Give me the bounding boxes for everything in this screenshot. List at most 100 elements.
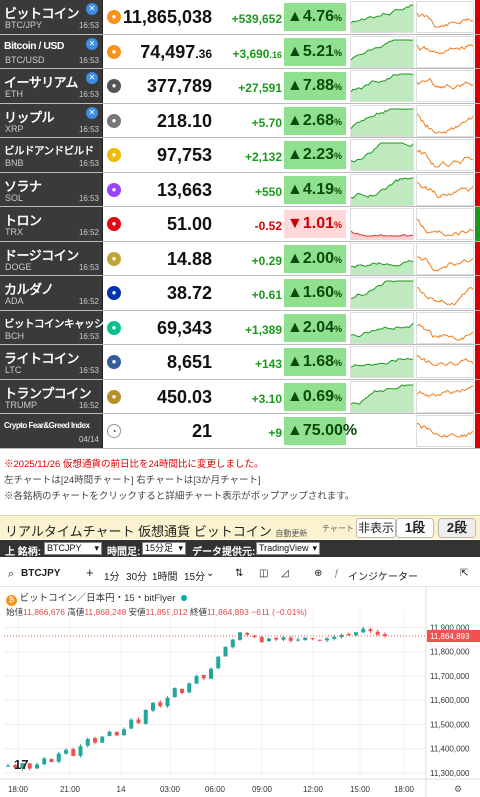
quote-row-btc-jpy[interactable]: ビットコイン ✕ BTC/JPY 16:53 ● 11,865,038 +539,652 ▲4… (0, 0, 480, 35)
chart-24h[interactable] (350, 104, 414, 137)
auto-update-label: 自動更新 (275, 529, 308, 538)
x-icon[interactable]: ✕ (86, 3, 98, 15)
coin-name-cell: イーサリアム ✕ ETH 16:53 (0, 69, 103, 103)
quote-row-doge[interactable]: ドージコイン DOGE 16:53 ● 14.88 +0.29 ▲2.00% (0, 241, 480, 276)
quote-row-eth[interactable]: イーサリアム ✕ ETH 16:53 ● 377,789 +27,591 ▲7.88% (0, 69, 480, 104)
quote-row-sol[interactable]: ソラナ SOL 16:53 ● 13,663 +550 ▲4.19% (0, 172, 480, 207)
quote-row-bnb[interactable]: ビルドアンドビルド BNB 16:53 ● 97,753 +2,132 ▲2.23% (0, 138, 480, 173)
chart-24h[interactable] (350, 380, 414, 413)
search-icon[interactable]: ⌕ (8, 568, 15, 580)
chart-24h[interactable] (350, 346, 414, 378)
x-icon[interactable]: ✕ (86, 72, 98, 84)
chart-3m[interactable] (416, 208, 474, 240)
coin-change-pct: ▲2.68% (284, 106, 346, 135)
chart-3m[interactable] (416, 35, 474, 68)
tv-legend: ₿ ビットコイン／日本円・15・bitFlyer (6, 590, 187, 606)
quote-row-xrp[interactable]: リップル ✕ XRP 16:53 ● 218.10 +5.70 ▲2.68% (0, 103, 480, 138)
interval-15m[interactable]: 15分 (184, 572, 206, 583)
quote-row-bch[interactable]: ビットコインキャッシュ BCH 16:53 ● 69,343 +1,389 ▲2.04% (0, 310, 480, 345)
interval-30m[interactable]: 30分 (126, 572, 148, 583)
symbol-select[interactable]: BTCJPY ▾ (44, 542, 102, 555)
coin-logo-icon: ● (107, 182, 121, 197)
coin-price: 14.88 (166, 248, 212, 269)
candle (6, 765, 10, 767)
gear-icon[interactable]: ⚙ (454, 785, 462, 795)
coin-symbol: LTC (5, 365, 22, 375)
indicators-button[interactable]: インジケーター (348, 572, 418, 583)
chart-24h[interactable] (350, 277, 414, 309)
update-time: 16:52 (78, 297, 99, 306)
interval-1m[interactable]: 1分 (104, 572, 120, 583)
coin-name-cell: ビルドアンドビルド BNB 16:53 (0, 138, 103, 172)
coin-symbol: BTC/JPY (5, 20, 43, 30)
coin-change: +5.70 (251, 115, 282, 130)
candle (354, 632, 358, 636)
quote-row-trx[interactable]: トロン TRX 16:52 ● 51.00 -0.52 ▼1.01% (0, 207, 480, 242)
side-marker (475, 0, 480, 34)
interval-1h[interactable]: 1時間 (152, 572, 178, 583)
coin-name: トロン (4, 213, 42, 228)
popout-icon[interactable]: ⇱ (460, 568, 469, 579)
y-tick-label: 11,900,000 (430, 623, 470, 632)
chart-3m[interactable] (416, 415, 474, 447)
chart-3m[interactable] (416, 104, 474, 137)
chart-3m[interactable] (416, 139, 474, 171)
last-price-tag (427, 629, 480, 642)
tv-symbol[interactable]: BTCJPY (21, 568, 61, 579)
chart-24h[interactable] (350, 70, 414, 102)
chart-24h[interactable] (350, 208, 414, 240)
chart-3m[interactable] (416, 277, 474, 309)
x-icon[interactable]: ✕ (86, 106, 98, 119)
chart-24h[interactable] (350, 311, 414, 344)
update-time: 16:53 (78, 193, 99, 203)
quote-row-trump[interactable]: トランプコイン TRUMP 16:52 ● 450.03 +3.10 ▲0.69% (0, 379, 480, 414)
chevron-down-icon[interactable]: ⌄ (206, 568, 215, 579)
chart-3m[interactable] (416, 311, 474, 344)
quote-row-btc-usd[interactable]: Bitcoin / USD ✕ BTC/USD 16:53 ● 74,497.36 +3,6… (0, 34, 480, 69)
coin-price: 97,753 (156, 145, 212, 165)
coin-name-cell: ビットコインキャッシュ BCH 16:53 (0, 310, 115, 344)
coin-change-pct: ▲2.23% (284, 141, 346, 169)
chart-3m[interactable] (416, 1, 474, 33)
candle (223, 646, 228, 657)
chart-3m[interactable] (416, 173, 474, 206)
coin-name-cell: ソラナ SOL 16:53 (0, 172, 103, 206)
chart-24h[interactable] (350, 173, 414, 206)
tv-price-chart[interactable]: 11,900,000 11,800,000 11,700,000 11,600,000… (0, 587, 480, 797)
chart-3m[interactable] (416, 346, 474, 378)
coin-symbol: BNB (5, 158, 24, 168)
coin-price: 51.00 (166, 214, 212, 234)
two-column-button[interactable]: 2段 (438, 518, 476, 538)
note-charts: 左チャートは[24時間チャート] 右チャートは[3か月チャート] (4, 475, 261, 486)
indicator-icon[interactable]: ƒ (334, 568, 340, 579)
chart-24h[interactable] (350, 1, 414, 33)
candle-icon[interactable]: ◫ (259, 568, 269, 579)
chart-3m[interactable] (416, 242, 474, 275)
quote-row-ltc[interactable]: ライトコイン LTC 16:53 ● 8,651 +143 ▲1.68% (0, 345, 480, 380)
area-chart-icon[interactable]: ◿ (281, 568, 289, 579)
update-time: 16:53 (78, 366, 99, 375)
chart-3m[interactable] (416, 70, 474, 102)
candle (85, 739, 90, 746)
coin-name-cell: トランプコイン TRUMP 16:52 (0, 379, 103, 413)
interval-select[interactable]: 15分足 ▾ (142, 542, 186, 555)
chart-24h[interactable] (350, 35, 414, 68)
fear-greed-row[interactable]: Crypto Fear&Greed Index 04/14 ◔ 21 +9 ▲75.00% (0, 414, 480, 449)
chart-3m[interactable] (416, 380, 474, 413)
provider-select[interactable]: TradingView ▾ (256, 542, 320, 555)
chart-24h[interactable] (350, 242, 414, 275)
compare-icon[interactable]: ⊕ (314, 568, 323, 579)
x-icon[interactable]: ✕ (86, 37, 98, 50)
coin-logo-icon: ● (107, 320, 121, 335)
bar-style-icon[interactable]: ⇅ (235, 568, 244, 579)
coin-name: ソラナ (4, 178, 42, 194)
add-symbol-button[interactable]: + (86, 565, 94, 580)
candle (172, 688, 177, 698)
one-column-button[interactable]: 1段 (396, 518, 434, 538)
side-marker (475, 241, 480, 275)
coin-change-pct: ▲7.88% (284, 72, 346, 100)
update-time: 16:52 (78, 400, 99, 410)
hide-button[interactable]: 非表示 (356, 518, 396, 538)
quote-row-ada[interactable]: カルダノ ADA 16:52 ● 38.72 +0.61 ▲1.60% (0, 276, 480, 311)
chart-24h[interactable] (350, 139, 414, 171)
